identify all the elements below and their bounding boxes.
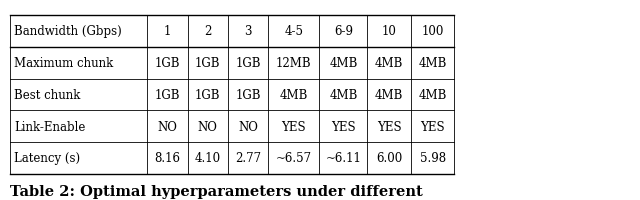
Text: 2: 2: [204, 25, 211, 38]
Text: YES: YES: [282, 120, 306, 133]
Text: NO: NO: [238, 120, 258, 133]
Text: Maximum chunk: Maximum chunk: [14, 57, 113, 70]
Text: Link-Enable: Link-Enable: [14, 120, 86, 133]
Text: 1GB: 1GB: [155, 57, 180, 70]
Text: 1GB: 1GB: [236, 57, 260, 70]
Text: 4MB: 4MB: [375, 57, 403, 70]
Text: 6-9: 6-9: [334, 25, 353, 38]
Text: ~6.57: ~6.57: [276, 152, 312, 165]
Text: NO: NO: [157, 120, 177, 133]
Text: YES: YES: [331, 120, 356, 133]
Text: 4MB: 4MB: [375, 89, 403, 101]
Text: 1GB: 1GB: [155, 89, 180, 101]
Text: NO: NO: [198, 120, 218, 133]
Text: Bandwidth (Gbps): Bandwidth (Gbps): [14, 25, 122, 38]
Text: Table 2: Optimal hyperparameters under different: Table 2: Optimal hyperparameters under d…: [10, 184, 422, 198]
Text: Best chunk: Best chunk: [14, 89, 81, 101]
Text: 10: 10: [381, 25, 397, 38]
Text: Latency (s): Latency (s): [14, 152, 80, 165]
Text: 4MB: 4MB: [329, 57, 358, 70]
Text: ~6.11: ~6.11: [325, 152, 362, 165]
Text: 12MB: 12MB: [276, 57, 312, 70]
Text: 5.98: 5.98: [420, 152, 445, 165]
Text: 1GB: 1GB: [195, 89, 220, 101]
Text: 100: 100: [422, 25, 444, 38]
Text: 6.00: 6.00: [376, 152, 403, 165]
Text: 4MB: 4MB: [280, 89, 308, 101]
Text: YES: YES: [420, 120, 445, 133]
Text: 4-5: 4-5: [284, 25, 303, 38]
Text: 4MB: 4MB: [329, 89, 358, 101]
Text: 4MB: 4MB: [419, 89, 447, 101]
Text: 8.16: 8.16: [154, 152, 180, 165]
Text: 1GB: 1GB: [195, 57, 220, 70]
Text: 2.77: 2.77: [235, 152, 261, 165]
Text: YES: YES: [377, 120, 401, 133]
Text: 4MB: 4MB: [419, 57, 447, 70]
Text: 4.10: 4.10: [195, 152, 221, 165]
Text: 1GB: 1GB: [236, 89, 260, 101]
Text: 3: 3: [244, 25, 252, 38]
Text: 1: 1: [164, 25, 171, 38]
